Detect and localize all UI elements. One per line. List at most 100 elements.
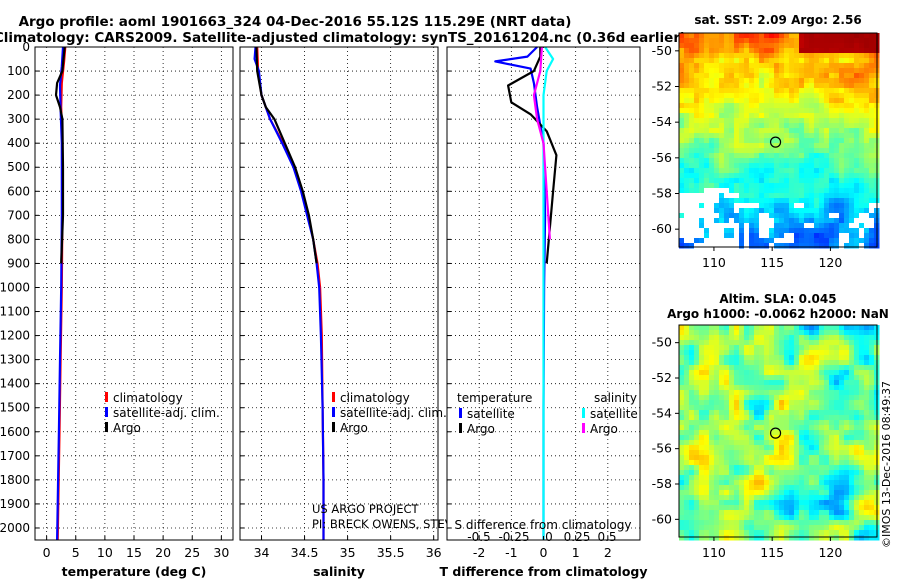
heatmap-cell <box>779 415 785 421</box>
heatmap-cell <box>744 88 750 94</box>
heatmap-cell <box>694 535 700 541</box>
heatmap-cell <box>824 500 830 506</box>
heatmap-cell <box>834 208 840 214</box>
heatmap-cell <box>699 505 705 511</box>
heatmap-cell <box>684 405 690 411</box>
heatmap-cell <box>854 233 860 239</box>
heatmap-cell <box>774 325 780 331</box>
heatmap-cell <box>764 450 770 456</box>
heatmap-cell <box>824 233 830 239</box>
heatmap-cell <box>864 340 870 346</box>
heatmap-cell <box>764 208 770 214</box>
heatmap-cell <box>739 405 745 411</box>
heatmap-cell <box>739 380 745 386</box>
heatmap-cell <box>764 355 770 361</box>
heatmap-cell <box>709 138 715 144</box>
heatmap-cell <box>844 38 850 44</box>
heatmap-cell <box>704 480 710 486</box>
heatmap-cell <box>749 98 755 104</box>
heatmap-cell <box>824 168 830 174</box>
heatmap-cell <box>709 445 715 451</box>
heatmap-cell <box>809 138 815 144</box>
heatmap-cell <box>789 118 795 124</box>
heatmap-cell <box>774 440 780 446</box>
heatmap-cell <box>749 213 755 219</box>
heatmap-cell <box>809 475 815 481</box>
heatmap-cell <box>809 83 815 89</box>
heatmap-cell <box>819 128 825 134</box>
heatmap-cell <box>814 103 820 109</box>
heatmap-cell <box>824 485 830 491</box>
heatmap-cell <box>724 73 730 79</box>
heatmap-cell <box>814 98 820 104</box>
heatmap-cell <box>694 68 700 74</box>
heatmap-cell <box>754 178 760 184</box>
heatmap-cell <box>704 400 710 406</box>
heatmap-cell <box>749 218 755 224</box>
heatmap-cell <box>819 515 825 521</box>
heatmap-cell <box>839 193 845 199</box>
heatmap-cell <box>864 93 870 99</box>
heatmap-cell <box>734 43 740 49</box>
heatmap-cell <box>684 193 690 199</box>
heatmap-cell <box>754 143 760 149</box>
heatmap-cell <box>804 355 810 361</box>
heatmap-cell <box>834 425 840 431</box>
heatmap-cell <box>764 505 770 511</box>
heatmap-cell <box>844 500 850 506</box>
heatmap-cell <box>739 53 745 59</box>
heatmap-cell <box>684 238 690 244</box>
heatmap-cell <box>679 48 685 54</box>
heatmap-cell <box>869 53 875 59</box>
heatmap-cell <box>719 455 725 461</box>
heatmap-cell <box>749 465 755 471</box>
heatmap-cell <box>719 470 725 476</box>
heatmap-cell <box>779 53 785 59</box>
heatmap-cell <box>704 465 710 471</box>
heatmap-cell <box>694 405 700 411</box>
heatmap-cell <box>744 490 750 496</box>
heatmap-cell <box>739 153 745 159</box>
heatmap-cell <box>849 93 855 99</box>
heatmap-cell <box>719 183 725 189</box>
heatmap-cell <box>849 238 855 244</box>
heatmap-cell <box>769 183 775 189</box>
heatmap-cell <box>734 63 740 69</box>
heatmap-cell <box>829 515 835 521</box>
heatmap-cell <box>809 530 815 536</box>
heatmap-cell <box>829 500 835 506</box>
heatmap-cell <box>759 73 765 79</box>
heatmap-cell <box>814 118 820 124</box>
heatmap-cell <box>724 243 730 249</box>
heatmap-cell <box>754 485 760 491</box>
heatmap-cell <box>684 83 690 89</box>
heatmap-cell <box>819 400 825 406</box>
heatmap-cell <box>724 420 730 426</box>
heatmap-cell <box>809 238 815 244</box>
heatmap-cell <box>754 183 760 189</box>
heatmap-cell <box>764 213 770 219</box>
heatmap-cell <box>734 53 740 59</box>
heatmap-cell <box>744 173 750 179</box>
heatmap-cell <box>759 490 765 496</box>
heatmap-cell <box>729 193 735 199</box>
heatmap-cell <box>704 530 710 536</box>
heatmap-cell <box>764 485 770 491</box>
heatmap-cell <box>794 455 800 461</box>
heatmap-cell <box>834 420 840 426</box>
heatmap-cell <box>729 83 735 89</box>
heatmap-cell <box>764 445 770 451</box>
heatmap-cell <box>804 173 810 179</box>
heatmap-cell <box>684 43 690 49</box>
heatmap-cell <box>754 415 760 421</box>
heatmap-cell <box>864 415 870 421</box>
heatmap-cell <box>759 168 765 174</box>
heatmap-cell <box>724 173 730 179</box>
heatmap-cell <box>779 43 785 49</box>
heatmap-cell <box>789 238 795 244</box>
heatmap-cell <box>689 395 695 401</box>
heatmap-cell <box>774 63 780 69</box>
heatmap-cell <box>694 445 700 451</box>
heatmap-cell <box>789 68 795 74</box>
heatmap-cell <box>779 390 785 396</box>
